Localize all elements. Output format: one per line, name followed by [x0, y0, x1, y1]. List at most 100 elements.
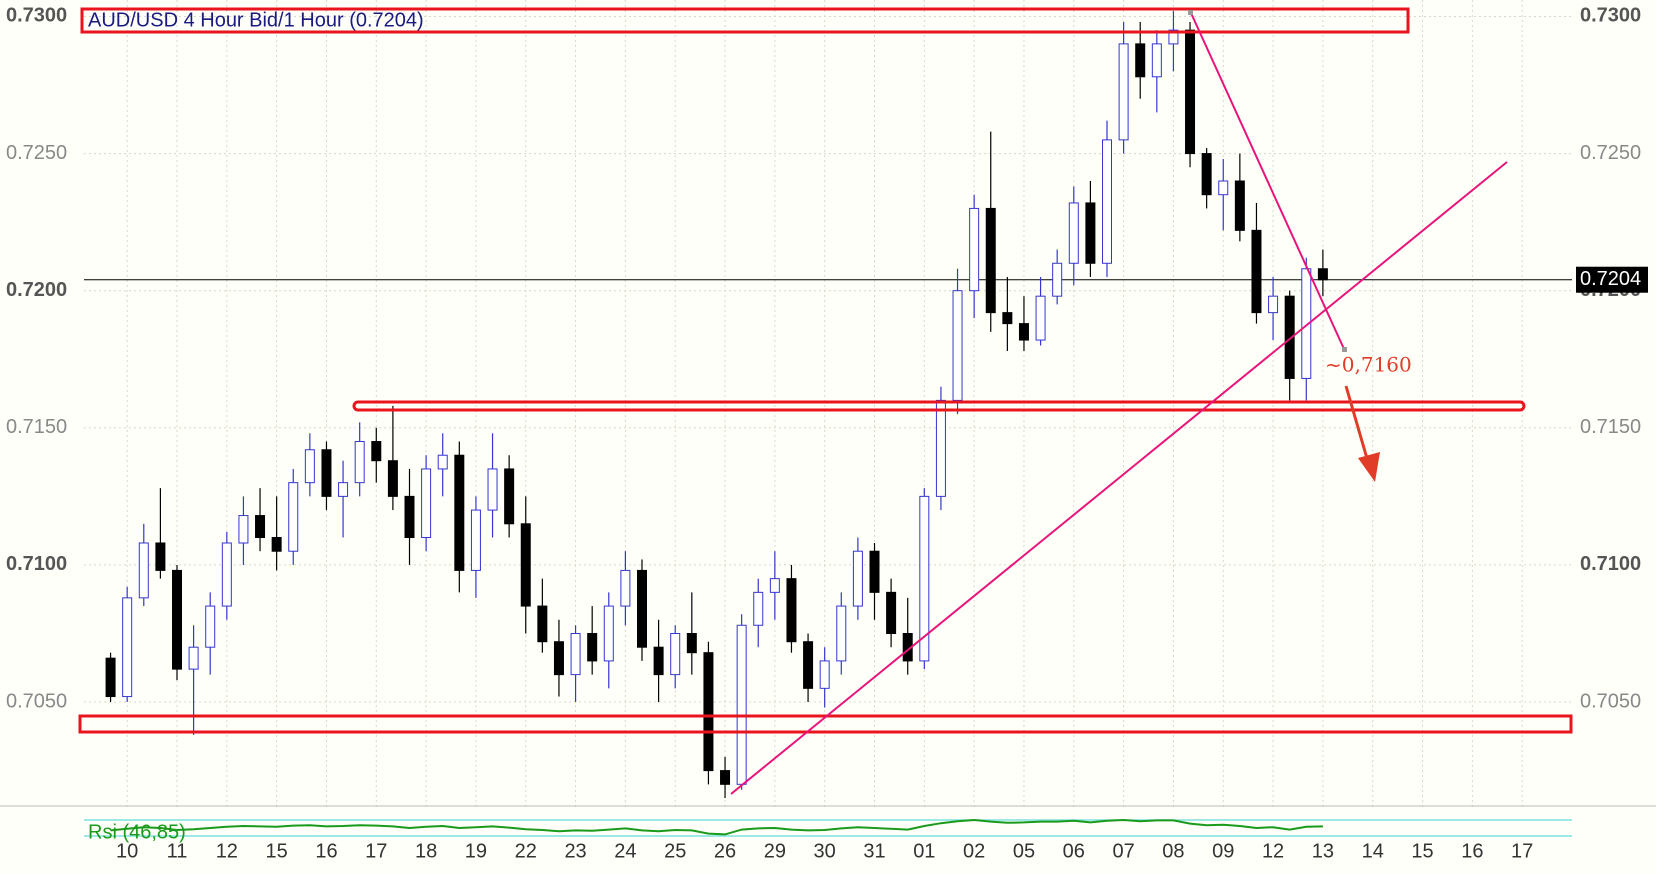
x-tick-label: 13: [1312, 840, 1334, 862]
candle-body: [1234, 180, 1245, 231]
x-tick-label: 31: [863, 840, 885, 862]
candle-body: [155, 542, 166, 571]
y-tick-label: 0.7250: [6, 142, 67, 164]
candle-body: [570, 632, 581, 676]
arrow: [1344, 385, 1370, 463]
candle-body: [387, 460, 398, 497]
candle-body: [686, 632, 697, 654]
candle-body: [271, 537, 282, 552]
candle-body: [172, 569, 182, 670]
annotations: ~0,7160: [78, 7, 1573, 795]
candle-body: [354, 441, 365, 484]
candle-body: [371, 441, 382, 462]
handle: [1342, 347, 1347, 352]
candle-body: [504, 468, 515, 525]
x-tick-label: 09: [1212, 840, 1234, 862]
x-tick-label: 15: [1411, 840, 1433, 862]
x-tick-label: 02: [963, 840, 985, 862]
x-tick-label: 12: [216, 840, 238, 862]
candle-body: [188, 646, 199, 670]
candle-body: [105, 657, 116, 698]
candle-body: [1002, 312, 1013, 325]
candle-body: [1118, 43, 1129, 141]
candle-body: [1151, 43, 1162, 78]
y-tick-label: 0.7050: [6, 690, 67, 712]
candle-body: [138, 542, 149, 599]
candle-body: [836, 605, 847, 662]
candle-body: [886, 591, 897, 634]
candle-body: [769, 578, 780, 593]
candle-body: [255, 515, 266, 539]
candle-body: [935, 399, 946, 497]
x-tick-label: 16: [315, 840, 337, 862]
candle-body: [637, 569, 647, 648]
chart-title: AUD/USD 4 Hour Bid/1 Hour (0.7204): [88, 9, 424, 31]
x-tick-label: 10: [116, 840, 138, 862]
x-tick-label: 14: [1362, 840, 1384, 862]
candle-body: [1085, 202, 1096, 264]
candle-body: [952, 290, 963, 401]
candle-body: [1168, 29, 1179, 45]
x-tick-label: 19: [465, 840, 487, 862]
x-tick-label: 29: [764, 840, 786, 862]
candle-body: [753, 591, 764, 626]
x-tick-label: 11: [167, 840, 188, 862]
trendline-down: [1190, 12, 1345, 350]
rsi-label: Rsi (46,85): [88, 821, 186, 843]
candle-body: [553, 641, 564, 676]
x-tick-label: 22: [515, 840, 537, 862]
candle-body: [1301, 268, 1312, 379]
candle-body: [338, 482, 349, 497]
candle-body: [1135, 43, 1146, 78]
candle-body: [1052, 262, 1063, 297]
candle-body: [852, 550, 863, 607]
y-tick-label-right: 0.7050: [1580, 690, 1641, 712]
candle-body: [304, 449, 315, 484]
candle-body: [221, 542, 232, 607]
candle-body: [603, 605, 614, 662]
y-tick-label: 0.7300: [6, 5, 67, 27]
x-tick-label: 05: [1013, 840, 1035, 862]
rsi-line: [110, 818, 1323, 836]
x-tick-label: 12: [1262, 840, 1284, 862]
x-tick-label: 07: [1112, 840, 1134, 862]
last-price-box: [1576, 266, 1648, 293]
candle-body: [803, 641, 814, 689]
y-tick-label: 0.7200: [6, 279, 67, 301]
x-tick-label: 25: [664, 840, 686, 862]
candle-body: [919, 495, 930, 662]
candle-body: [238, 515, 249, 544]
annotation: ~0,7160: [1325, 353, 1412, 377]
last-price-label: 0.7204: [1580, 268, 1641, 290]
candle-body: [205, 605, 216, 648]
candle-body: [1018, 323, 1029, 341]
x-tick-label: 30: [814, 840, 836, 862]
rsi-panel: [84, 818, 1572, 837]
candle-body: [470, 509, 481, 571]
candle-body: [1284, 295, 1295, 379]
arrow-head: [1358, 452, 1380, 482]
handle: [1188, 10, 1193, 15]
x-tick-label: 24: [614, 840, 636, 862]
candle-body: [288, 482, 299, 552]
x-tick-label: 16: [1461, 840, 1483, 862]
y-tick-label: 0.7100: [6, 553, 67, 575]
candle-body: [786, 578, 797, 643]
candle-body: [537, 605, 548, 643]
candle-body: [985, 207, 996, 314]
candle-body: [122, 597, 133, 698]
x-tick-label: 17: [1511, 840, 1533, 862]
candle-body: [1218, 180, 1229, 196]
candle-body: [1317, 268, 1328, 281]
candle-body: [487, 468, 498, 511]
candle-body: [1251, 229, 1262, 314]
candle-body: [969, 207, 980, 292]
candle-body: [1268, 295, 1279, 314]
candle-body: [321, 449, 332, 497]
candle-body: [520, 523, 531, 607]
y-tick-label-right: 0.7100: [1580, 553, 1641, 575]
y-tick-label: 0.7150: [6, 416, 67, 438]
x-tick-label: 08: [1162, 840, 1184, 862]
